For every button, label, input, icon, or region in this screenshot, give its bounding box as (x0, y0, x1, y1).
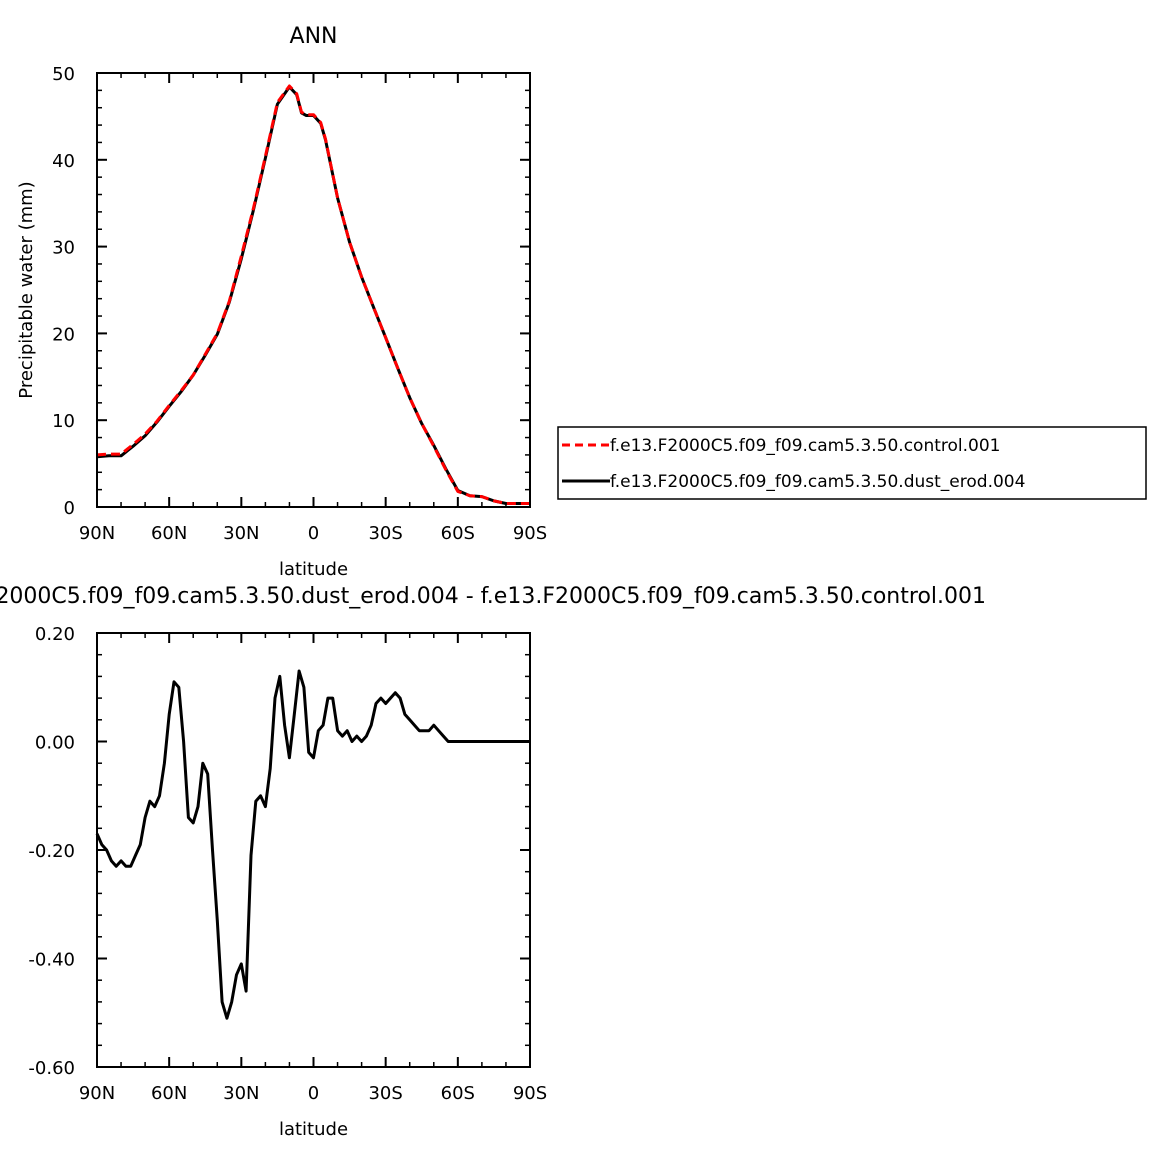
x-tick-label: 0 (308, 523, 319, 544)
x-tick-label: 30N (223, 1083, 259, 1104)
x-tick-label: 30S (368, 523, 402, 544)
plot-frame (96, 72, 531, 508)
chart-title: f.e13.F2000C5.f09_f09.cam5.3.50.dust_ero… (0, 584, 986, 609)
plot-series (96, 84, 530, 505)
x-tick-label: 90S (513, 1083, 547, 1104)
x-tick-label: 60S (441, 1083, 475, 1104)
plot-series (95, 669, 530, 1020)
y-tick-label: 20 (52, 324, 75, 345)
y-tick-label: -0.20 (28, 841, 75, 862)
y-tick-label: 40 (52, 151, 75, 172)
series-line (96, 85, 530, 505)
legend-label-dust-erod: f.e13.F2000C5.f09_f09.cam5.3.50.dust_ero… (610, 472, 1025, 492)
x-tick-label: 90N (79, 523, 115, 544)
y-tick-label: 0.20 (35, 624, 75, 645)
x-tick-label: 60S (441, 523, 475, 544)
series-line (95, 669, 530, 1020)
legend-box (557, 426, 1147, 500)
x-tick-label: 60N (151, 523, 187, 544)
chart-title: ANN (290, 24, 338, 49)
x-tick-label: 30S (368, 1083, 402, 1104)
x-tick-label: 90S (513, 523, 547, 544)
y-tick-label: -0.40 (28, 950, 75, 971)
x-tick-label: 0 (308, 1083, 319, 1104)
y-tick-label: -0.60 (28, 1058, 75, 1079)
legend: f.e13.F2000C5.f09_f09.cam5.3.50.control.… (557, 426, 1147, 500)
x-tick-label: 60N (151, 1083, 187, 1104)
legend-label-control: f.e13.F2000C5.f09_f09.cam5.3.50.control.… (610, 436, 1001, 456)
y-tick-label: 0 (64, 498, 75, 519)
axis-ticks: 90N 60N 30N 0 30S 60S 90S 0.20 0.00 -0.20 -0.40 -0.… (28, 624, 547, 1104)
plot-frame (96, 632, 531, 1068)
bottom-chart: f.e13.F2000C5.f09_f09.cam5.3.50.dust_ero… (0, 584, 986, 1140)
y-tick-label: 0.00 (35, 733, 75, 754)
y-axis-label: Precipitable water (mm) (16, 181, 37, 398)
series-line-dashed (96, 84, 530, 505)
x-tick-label: 90N (79, 1083, 115, 1104)
x-tick-label: 30N (223, 523, 259, 544)
x-axis-label: latitude (279, 1119, 348, 1140)
axis-ticks: 90N 60N 30N 0 30S 60S 90S 0 10 20 30 40 50 (52, 64, 547, 544)
top-chart: ANN Precipitable water (mm) latitude 90N… (16, 24, 1147, 580)
x-axis-label: latitude (279, 559, 348, 580)
y-tick-label: 30 (52, 238, 75, 259)
y-tick-label: 50 (52, 64, 75, 85)
y-tick-label: 10 (52, 411, 75, 432)
